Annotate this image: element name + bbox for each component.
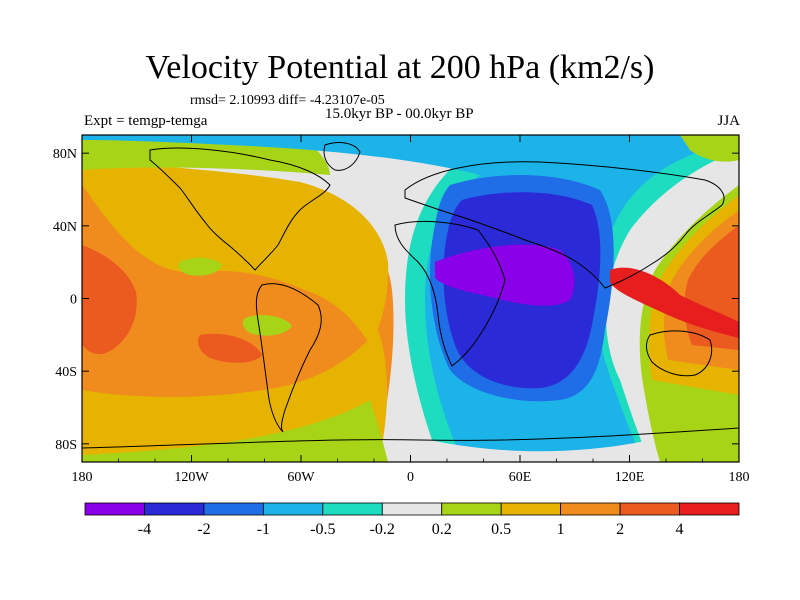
colorbar-label-0: -4 [138,521,151,538]
colorbar-swatch-5 [381,502,443,516]
colorbar-label-7: 1 [557,521,565,538]
coast-eurasia [404,161,725,289]
x-tick-label-0: 180 [72,470,93,485]
colorbar-swatch-4 [322,502,383,516]
y-axis: 80N 40N 0 40S 80S [53,147,739,453]
x-tick-label-5: 120E [615,470,645,485]
colorbar-swatch-1 [144,502,205,516]
coast-africa [394,220,506,367]
y-tick-label-4: 80S [55,438,77,453]
period-line: 15.0kyr BP - 00.0kyr BP [325,106,474,122]
colorbar: -4 -2 -1 -0.5 -0.2 0.2 0.5 1 2 4 [84,502,740,538]
coast-antarctica [82,427,739,449]
contour-map [82,135,739,462]
x-tick-label-2: 60W [287,470,315,485]
colorbar-label-4: -0.2 [370,521,395,538]
field-arctic-green [680,135,739,162]
field-west-05-1 [82,160,389,345]
season-label: JJA [717,113,740,129]
y-tick-label-1: 40N [53,220,77,235]
field-south-band [425,440,660,462]
field-green-south [82,400,388,462]
colorbar-swatch-3 [262,502,324,516]
colorbar-label-8: 2 [616,521,624,538]
colorbar-swatch-8 [560,502,621,516]
colorbar-label-2: -1 [257,521,270,538]
coastlines [82,142,739,449]
chart-title: Velocity Potential at 200 hPa (km2/s) [145,49,655,86]
x-tick-label-6: 180 [729,470,750,485]
colorbar-swatch-6 [441,502,502,516]
field-west-2-4-b [198,333,262,363]
y-tick-label-0: 80N [53,147,77,162]
field-west-pocket-b [242,315,292,336]
y-tick-label-2: 0 [70,293,77,308]
colorbar-swatch-2 [203,502,264,516]
colorbar-label-9: 4 [676,521,684,538]
colorbar-swatch-10 [679,502,740,516]
stats-line: rmsd= 2.10993 diff= -4.23107e-05 [190,93,385,108]
field-neg-4 [435,244,575,306]
colorbar-label-1: -2 [197,521,210,538]
colorbar-label-3: -0.5 [310,521,335,538]
field-west-pocket [178,257,222,276]
coast-greenland [323,142,361,171]
x-axis: 180 120W 60W 0 60E 120E 180 [72,135,750,485]
x-tick-label-3: 0 [407,470,414,485]
x-tick-label-1: 120W [174,470,209,485]
colorbar-label-6: 0.5 [491,521,511,538]
experiment-label: Expt = temgp-temga [84,113,208,129]
colorbar-swatch-0 [84,502,145,516]
colorbar-swatch-7 [500,502,562,516]
y-tick-label-3: 40S [55,365,77,380]
colorbar-swatch-9 [619,502,680,516]
x-tick-label-4: 60E [509,470,532,485]
coast-south-america [255,283,322,433]
coast-australia [646,330,713,377]
coast-north-america [149,147,331,271]
field-ip-max [610,267,739,338]
colorbar-label-5: 0.2 [432,521,452,538]
field-west-2-4 [82,245,137,355]
